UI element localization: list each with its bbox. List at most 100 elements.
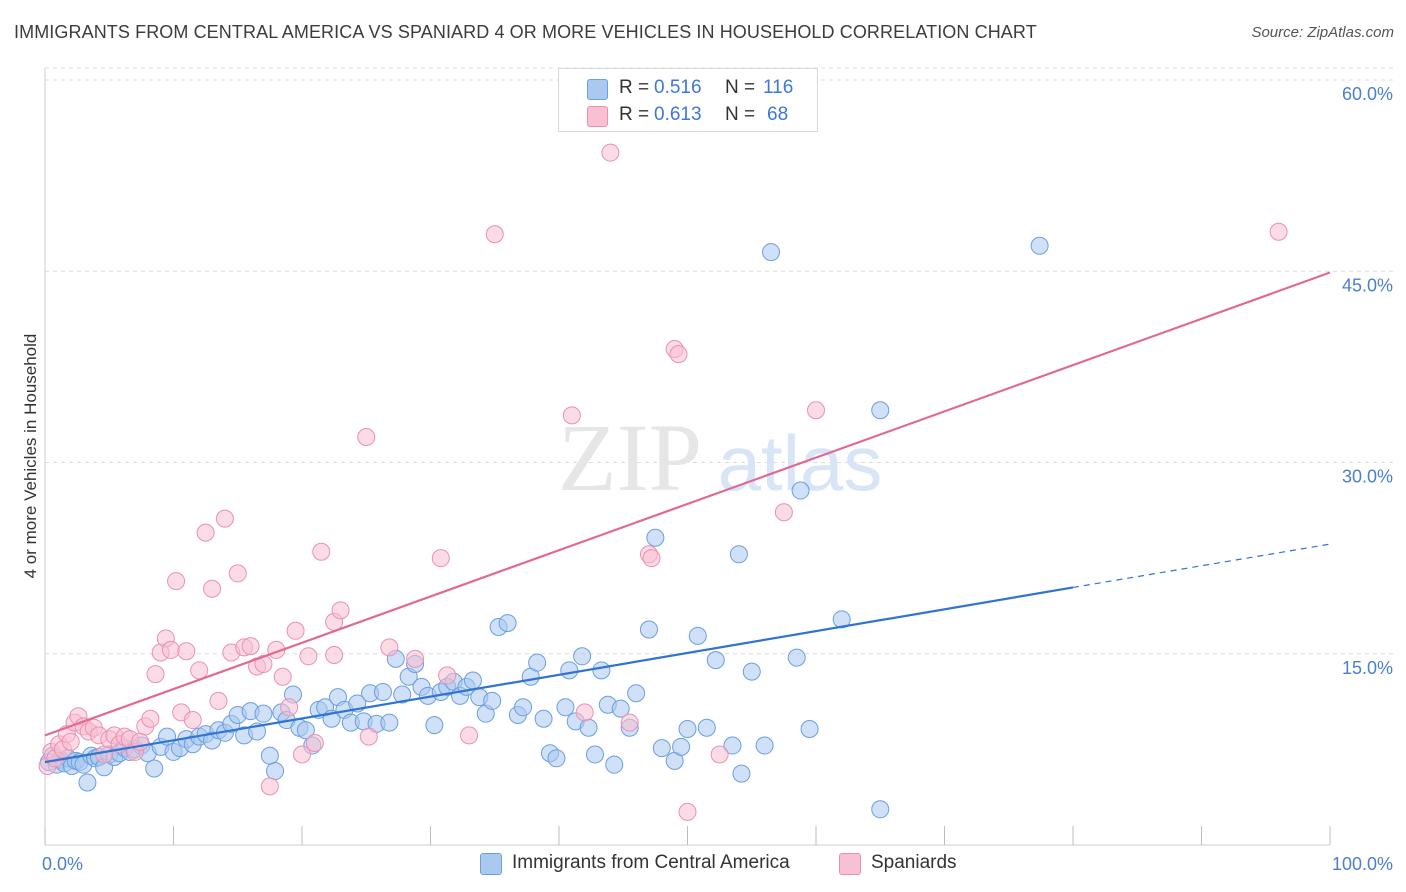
data-point — [547, 749, 566, 768]
trend-line-central-america-extension — [1072, 543, 1331, 589]
data-point — [732, 764, 751, 783]
data-point — [807, 401, 825, 420]
data-point — [286, 621, 305, 640]
series-central-america-points — [39, 236, 1049, 819]
data-point — [483, 691, 502, 710]
data-point — [1030, 236, 1049, 255]
data-point — [215, 509, 234, 528]
data-point — [141, 709, 160, 728]
data-point — [556, 698, 575, 717]
data-point — [280, 698, 299, 717]
data-point — [620, 713, 639, 732]
n-value: 116 — [763, 77, 794, 98]
data-point — [800, 719, 819, 738]
data-point — [254, 654, 273, 673]
data-point — [209, 691, 228, 710]
data-point — [95, 745, 114, 764]
data-point — [642, 549, 661, 568]
data-point — [585, 745, 604, 764]
data-point — [871, 800, 890, 819]
data-point — [1269, 222, 1288, 241]
data-point — [273, 667, 292, 686]
y-tick-label: 15.0% — [1342, 658, 1393, 678]
trend-line-central-america — [44, 586, 1074, 764]
data-point — [688, 626, 707, 645]
legend-label: Immigrants from Central America — [512, 852, 790, 873]
trend-lines — [44, 271, 1331, 764]
y-tick-label: 60.0% — [1342, 84, 1393, 104]
data-point — [514, 698, 533, 717]
data-point — [146, 665, 165, 684]
data-point — [293, 745, 311, 764]
data-point — [61, 732, 80, 751]
x-tick-labels: 0.0% 100.0% — [42, 854, 1393, 874]
data-point — [485, 225, 504, 244]
data-point — [331, 601, 350, 620]
data-point — [260, 746, 279, 765]
data-point — [431, 549, 450, 568]
data-point — [145, 759, 164, 778]
data-point — [627, 684, 646, 703]
y-tick-label: 45.0% — [1342, 275, 1393, 295]
data-point — [296, 721, 315, 740]
data-point — [706, 651, 725, 670]
data-point — [678, 802, 697, 821]
data-point — [791, 481, 810, 500]
y-tick-labels: 15.0% 30.0% 45.0% 60.0% — [1342, 84, 1393, 678]
data-point — [573, 647, 592, 666]
grid-lines — [45, 67, 1395, 655]
trend-line-spaniards — [44, 271, 1331, 737]
data-point — [605, 755, 624, 774]
axes — [44, 68, 1331, 846]
data-point — [729, 545, 748, 564]
data-point — [562, 406, 581, 425]
data-point — [742, 662, 761, 681]
r-value: 0.516 — [654, 77, 702, 98]
x-tick-label: 0.0% — [42, 854, 83, 874]
data-point — [575, 703, 594, 722]
data-point — [601, 143, 620, 162]
data-point — [260, 777, 279, 796]
r-value: 0.613 — [654, 104, 702, 125]
n-label: N = — [725, 104, 756, 125]
data-point — [161, 640, 180, 659]
data-point — [177, 642, 196, 661]
data-point — [560, 661, 579, 680]
data-point — [380, 713, 399, 732]
data-point — [534, 709, 553, 728]
data-point — [611, 699, 630, 718]
data-point — [241, 637, 260, 656]
data-point — [762, 243, 781, 262]
x-tick-label: 100.0% — [1332, 854, 1393, 874]
data-point — [639, 620, 658, 639]
stats-legend: R = 0.516 N = 116 R = 0.613 N = 68 — [558, 68, 818, 132]
data-point — [325, 646, 344, 665]
data-point — [652, 739, 671, 758]
legend-label: Spaniards — [871, 852, 957, 873]
data-point — [579, 718, 598, 737]
chart-title: IMMIGRANTS FROM CENTRAL AMERICA VS SPANI… — [14, 22, 1037, 42]
data-point — [380, 638, 399, 657]
data-point — [710, 745, 729, 764]
y-axis-label: 4 or more Vehicles in Household — [21, 334, 40, 579]
n-label: N = — [725, 77, 756, 98]
data-point — [755, 736, 774, 755]
source-credit: Source: ZipAtlas.com — [1251, 24, 1394, 41]
data-point — [254, 704, 273, 723]
watermark: ZIP atlas — [558, 404, 882, 511]
data-point — [357, 428, 376, 446]
data-point — [697, 718, 716, 737]
data-point — [373, 683, 392, 701]
data-point — [266, 762, 285, 781]
r-label: R = — [619, 77, 650, 98]
data-point — [203, 579, 222, 598]
data-point — [672, 737, 691, 756]
data-point — [78, 773, 97, 792]
data-point — [646, 528, 665, 547]
data-point — [196, 523, 215, 542]
series-spaniards-points — [38, 143, 1288, 821]
data-point — [167, 572, 186, 591]
data-point — [190, 661, 209, 680]
data-point — [305, 734, 324, 752]
